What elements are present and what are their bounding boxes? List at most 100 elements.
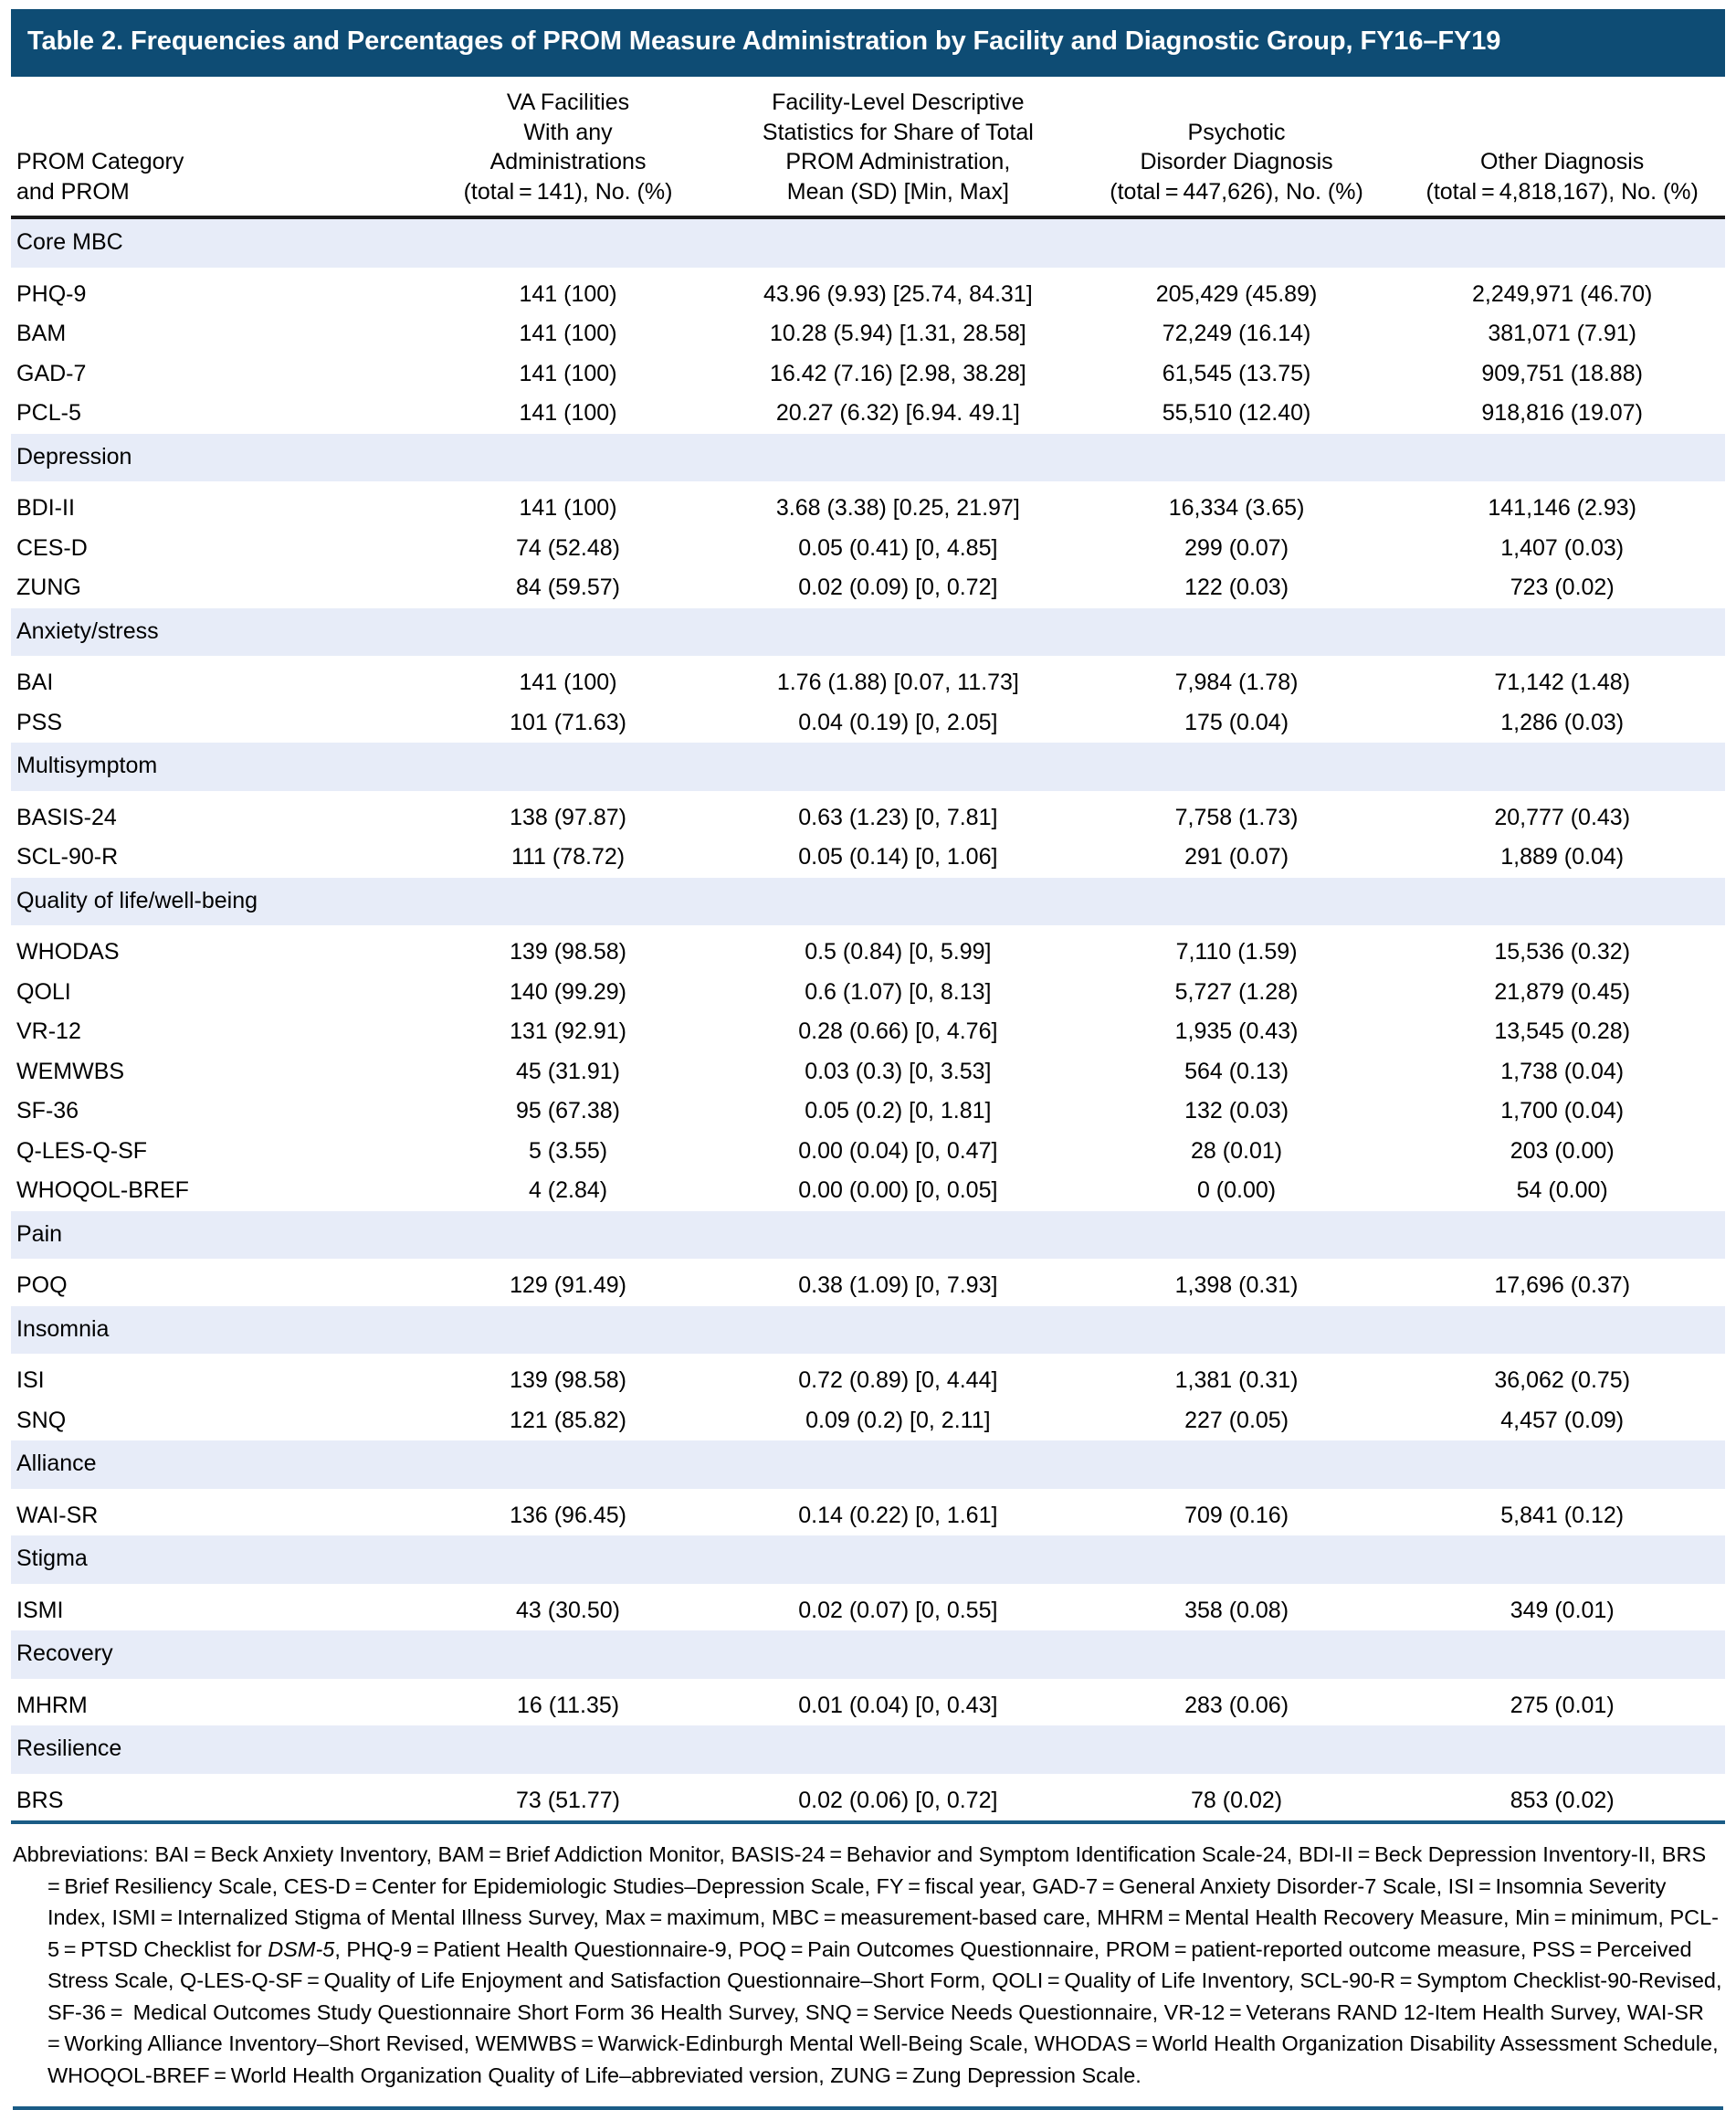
cell-va-facilities: 141 (100): [519, 495, 617, 522]
cell-other-diagnosis: 54 (0.00): [1516, 1177, 1608, 1204]
table-row: BASIS-24 138 (97.87) 0.63 (1.23) [0, 7.81]…: [11, 791, 1725, 839]
cell-other-diagnosis: 20,777 (0.43): [1494, 804, 1631, 830]
cell-prom-name: WHODAS: [16, 939, 120, 965]
cell-va-facilities: 141 (100): [519, 670, 617, 696]
group-label: Depression: [11, 433, 1725, 482]
cell-va-facilities: 16 (11.35): [516, 1692, 620, 1718]
cell-prom-name: SCL-90-R: [16, 844, 119, 870]
table-row: VR-12 131 (92.91) 0.28 (0.66) [0, 4.76] 1,9…: [11, 1012, 1725, 1052]
abbreviations-text: Abbreviations: BAI = Beck Anxiety Invent…: [13, 1839, 1723, 2091]
cell-prom-name: VR-12: [16, 1018, 81, 1045]
cell-other-diagnosis: 141,146 (2.93): [1488, 495, 1636, 522]
group-label: Insomnia: [11, 1305, 1725, 1355]
cell-facility-stats: 16.42 (7.16) [2.98, 38.28]: [769, 360, 1026, 386]
cell-other-diagnosis: 909,751 (18.88): [1481, 360, 1643, 386]
cell-psychotic-diagnosis: 291 (0.07): [1184, 844, 1289, 870]
table-row: Q-LES-Q-SF 5 (3.55) 0.00 (0.04) [0, 0.47] 2…: [11, 1132, 1725, 1172]
cell-other-diagnosis: 381,071 (7.91): [1488, 321, 1636, 347]
header-line: Facility-Level Descriptive: [772, 90, 1025, 116]
cell-prom-name: BDI-II: [16, 495, 75, 522]
table-row: ISMI 43 (30.50) 0.02 (0.07) [0, 0.55] 358 (…: [11, 1584, 1725, 1631]
cell-other-diagnosis: 349 (0.01): [1510, 1597, 1615, 1623]
cell-prom-name: PSS: [16, 709, 63, 735]
cell-va-facilities: 43 (30.50): [516, 1597, 620, 1623]
cell-psychotic-diagnosis: 72,249 (16.14): [1162, 321, 1311, 347]
cell-psychotic-diagnosis: 132 (0.03): [1184, 1098, 1289, 1124]
group-label: Core MBC: [11, 217, 1725, 268]
cell-facility-stats: 0.03 (0.3) [0, 3.53]: [805, 1058, 992, 1084]
cell-psychotic-diagnosis: 28 (0.01): [1191, 1137, 1283, 1164]
header-line: PROM Administration,: [785, 149, 1011, 175]
abbreviations-footnote: Abbreviations: BAI = Beck Anxiety Invent…: [13, 1839, 1723, 2091]
header-line: Psychotic: [1187, 119, 1286, 145]
cell-facility-stats: 0.05 (0.2) [0, 1.81]: [805, 1098, 992, 1124]
table-row: ISI 139 (98.58) 0.72 (0.89) [0, 4.44] 1,381…: [11, 1354, 1725, 1401]
cell-va-facilities: 45 (31.91): [516, 1058, 620, 1084]
cell-psychotic-diagnosis: 0 (0.00): [1196, 1177, 1277, 1204]
cell-va-facilities: 139 (98.58): [510, 1367, 626, 1394]
header-line: Mean (SD) [Min, Max]: [786, 178, 1009, 205]
cell-va-facilities: 121 (85.82): [510, 1407, 626, 1433]
group-label: Recovery: [11, 1630, 1725, 1679]
cell-other-diagnosis: 17,696 (0.37): [1494, 1272, 1631, 1299]
table-row: WHOQOL-BREF 4 (2.84) 0.00 (0.00) [0, 0.05]…: [11, 1171, 1725, 1211]
cell-psychotic-diagnosis: 564 (0.13): [1184, 1058, 1289, 1084]
table-row: BAM 141 (100) 10.28 (5.94) [1.31, 28.58] 72…: [11, 314, 1725, 354]
header-line: (total = 447,626), No. (%): [1110, 178, 1363, 205]
cell-facility-stats: 0.38 (1.09) [0, 7.93]: [798, 1272, 998, 1299]
table-row: MHRM 16 (11.35) 0.01 (0.04) [0, 0.43] 283 (…: [11, 1679, 1725, 1726]
abbreviations-label: Abbreviations:: [13, 1842, 155, 1867]
page-title: Table 2. Frequencies and Percentages of …: [27, 26, 1501, 56]
cell-prom-name: CES-D: [16, 534, 88, 561]
cell-other-diagnosis: 1,700 (0.04): [1500, 1098, 1625, 1124]
cell-va-facilities: 141 (100): [519, 360, 617, 386]
table-group-row: Pain: [11, 1210, 1725, 1260]
cell-facility-stats: 0.6 (1.07) [0, 8.13]: [805, 978, 992, 1005]
table-row: SNQ 121 (85.82) 0.09 (0.2) [0, 2.11] 227 (0…: [11, 1401, 1725, 1441]
cell-facility-stats: 0.00 (0.04) [0, 0.47]: [798, 1137, 998, 1164]
table-row: SCL-90-R 111 (78.72) 0.05 (0.14) [0, 1.06]…: [11, 838, 1725, 878]
cell-facility-stats: 10.28 (5.94) [1.31, 28.58]: [769, 321, 1026, 347]
table-group-row: Core MBC: [11, 217, 1725, 268]
table-figure: Table 2. Frequencies and Percentages of …: [0, 9, 1736, 2110]
cell-va-facilities: 138 (97.87): [510, 804, 626, 830]
cell-facility-stats: 1.76 (1.88) [0.07, 11.73]: [776, 670, 1019, 696]
cell-facility-stats: 43.96 (9.93) [25.74, 84.31]: [763, 280, 1033, 307]
table-group-row: Anxiety/stress: [11, 607, 1725, 657]
table-row: BRS 73 (51.77) 0.02 (0.06) [0, 0.72] 78 (0.…: [11, 1773, 1725, 1825]
table-body: Core MBC PHQ-9 141 (100) 43.96 (9.93) [25.7…: [11, 217, 1725, 1825]
header-line: With any: [523, 119, 613, 145]
cell-prom-name: POQ: [16, 1272, 68, 1299]
group-label: Pain: [11, 1210, 1725, 1260]
table-header-row: PROM Category and PROM VA Facilities Wit…: [11, 77, 1725, 220]
cell-psychotic-diagnosis: 7,758 (1.73): [1174, 804, 1299, 830]
cell-other-diagnosis: 15,536 (0.32): [1494, 939, 1631, 965]
cell-facility-stats: 0.72 (0.89) [0, 4.44]: [798, 1367, 998, 1394]
cell-psychotic-diagnosis: 7,984 (1.78): [1174, 670, 1299, 696]
cell-other-diagnosis: 4,457 (0.09): [1500, 1407, 1625, 1433]
group-label: Stigma: [11, 1535, 1725, 1584]
header-line: Disorder Diagnosis: [1140, 149, 1333, 175]
table-group-row: Stigma: [11, 1535, 1725, 1584]
cell-facility-stats: 0.04 (0.19) [0, 2.05]: [798, 709, 998, 735]
cell-facility-stats: 20.27 (6.32) [6.94. 49.1]: [775, 400, 1020, 427]
table-header: PROM Category and PROM VA Facilities Wit…: [11, 77, 1725, 220]
table-row: POQ 129 (91.49) 0.38 (1.09) [0, 7.93] 1,398…: [11, 1259, 1725, 1306]
cell-prom-name: BASIS-24: [16, 804, 117, 830]
cell-va-facilities: 140 (99.29): [510, 978, 626, 1005]
table-row: WEMWBS 45 (31.91) 0.03 (0.3) [0, 3.53] 564 …: [11, 1052, 1725, 1092]
table-row: BDI-II 141 (100) 3.68 (3.38) [0.25, 21.97]…: [11, 481, 1725, 529]
table-group-row: Resilience: [11, 1725, 1725, 1774]
header-line: PROM Category: [16, 149, 184, 175]
cell-facility-stats: 0.28 (0.66) [0, 4.76]: [798, 1018, 998, 1045]
cell-va-facilities: 101 (71.63): [510, 709, 626, 735]
header-line: Other Diagnosis: [1480, 149, 1645, 175]
table-row: WHODAS 139 (98.58) 0.5 (0.84) [0, 5.99] 7,1…: [11, 925, 1725, 973]
column-header-prom-category: PROM Category and PROM: [11, 77, 415, 220]
cell-facility-stats: 0.63 (1.23) [0, 7.81]: [798, 804, 998, 830]
cell-prom-name: ISI: [16, 1367, 45, 1394]
cell-psychotic-diagnosis: 227 (0.05): [1184, 1407, 1289, 1433]
cell-va-facilities: 5 (3.55): [528, 1137, 608, 1164]
bottom-rule: [13, 2105, 1723, 2110]
table-row: PHQ-9 141 (100) 43.96 (9.93) [25.74, 84.31…: [11, 268, 1725, 315]
